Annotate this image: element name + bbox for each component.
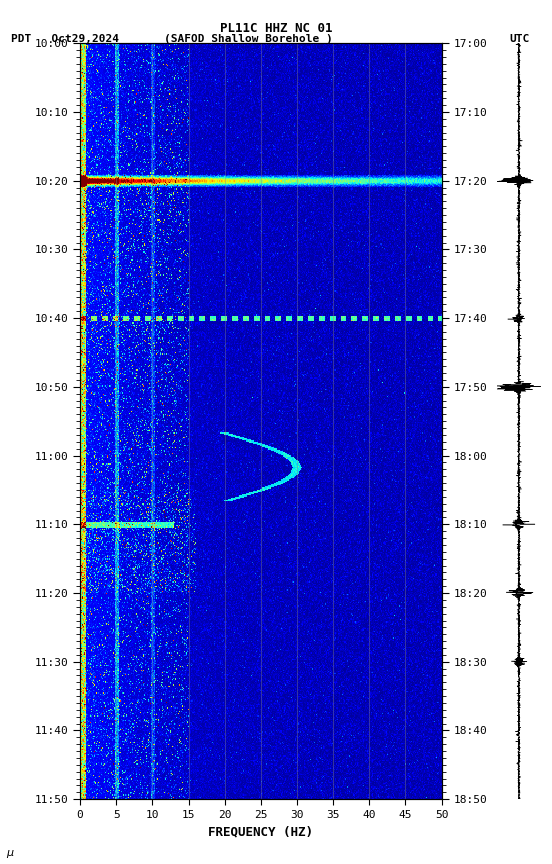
- Text: PL11C HHZ NC 01: PL11C HHZ NC 01: [220, 22, 332, 35]
- Text: $\mu$: $\mu$: [6, 848, 14, 860]
- Text: PDT   Oct29,2024: PDT Oct29,2024: [11, 34, 119, 44]
- X-axis label: FREQUENCY (HZ): FREQUENCY (HZ): [208, 825, 314, 838]
- Text: UTC: UTC: [509, 34, 530, 44]
- Text: (SAFOD Shallow Borehole ): (SAFOD Shallow Borehole ): [164, 34, 333, 44]
